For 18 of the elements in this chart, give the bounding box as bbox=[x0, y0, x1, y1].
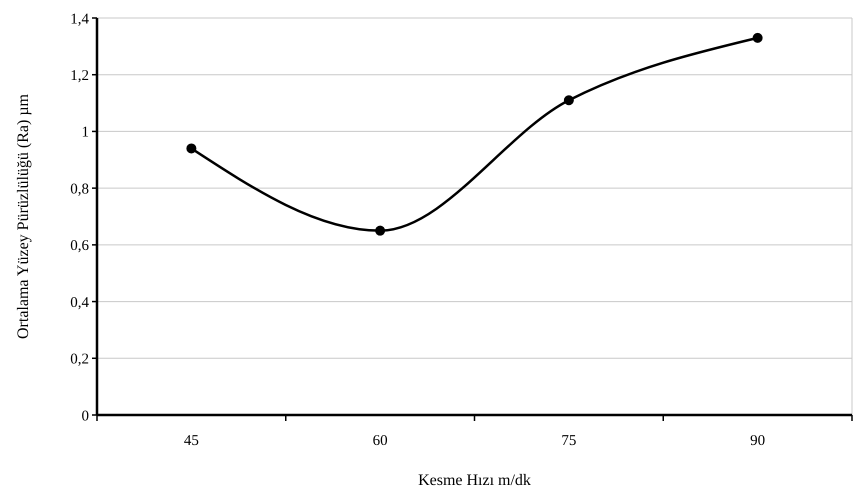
x-axis-title: Kesme Hızı m/dk bbox=[418, 472, 531, 489]
point bbox=[564, 95, 574, 106]
point bbox=[752, 32, 763, 43]
y-axis-title: Ortalama Yüzey Pürüzlülüğü (Ra) µm bbox=[15, 93, 32, 339]
point bbox=[375, 226, 386, 236]
y-tick-label: 0,4 bbox=[70, 294, 90, 311]
y-tick-label: 0 bbox=[82, 408, 89, 424]
y-tick-label: 1 bbox=[82, 124, 89, 141]
y-tick-label: 1,4 bbox=[70, 11, 90, 28]
x-tick-label: 45 bbox=[184, 433, 199, 449]
y-tick-label: 0,2 bbox=[70, 352, 89, 368]
y-tick-label: 0,6 bbox=[70, 238, 90, 254]
x-tick-label: 60 bbox=[372, 433, 388, 449]
y-tick-label: 0,8 bbox=[70, 181, 89, 198]
x-tick-label: 90 bbox=[750, 433, 766, 449]
y-tick-label: 1,2 bbox=[70, 68, 89, 84]
x-tick-label: 75 bbox=[561, 433, 576, 449]
point bbox=[186, 143, 196, 154]
